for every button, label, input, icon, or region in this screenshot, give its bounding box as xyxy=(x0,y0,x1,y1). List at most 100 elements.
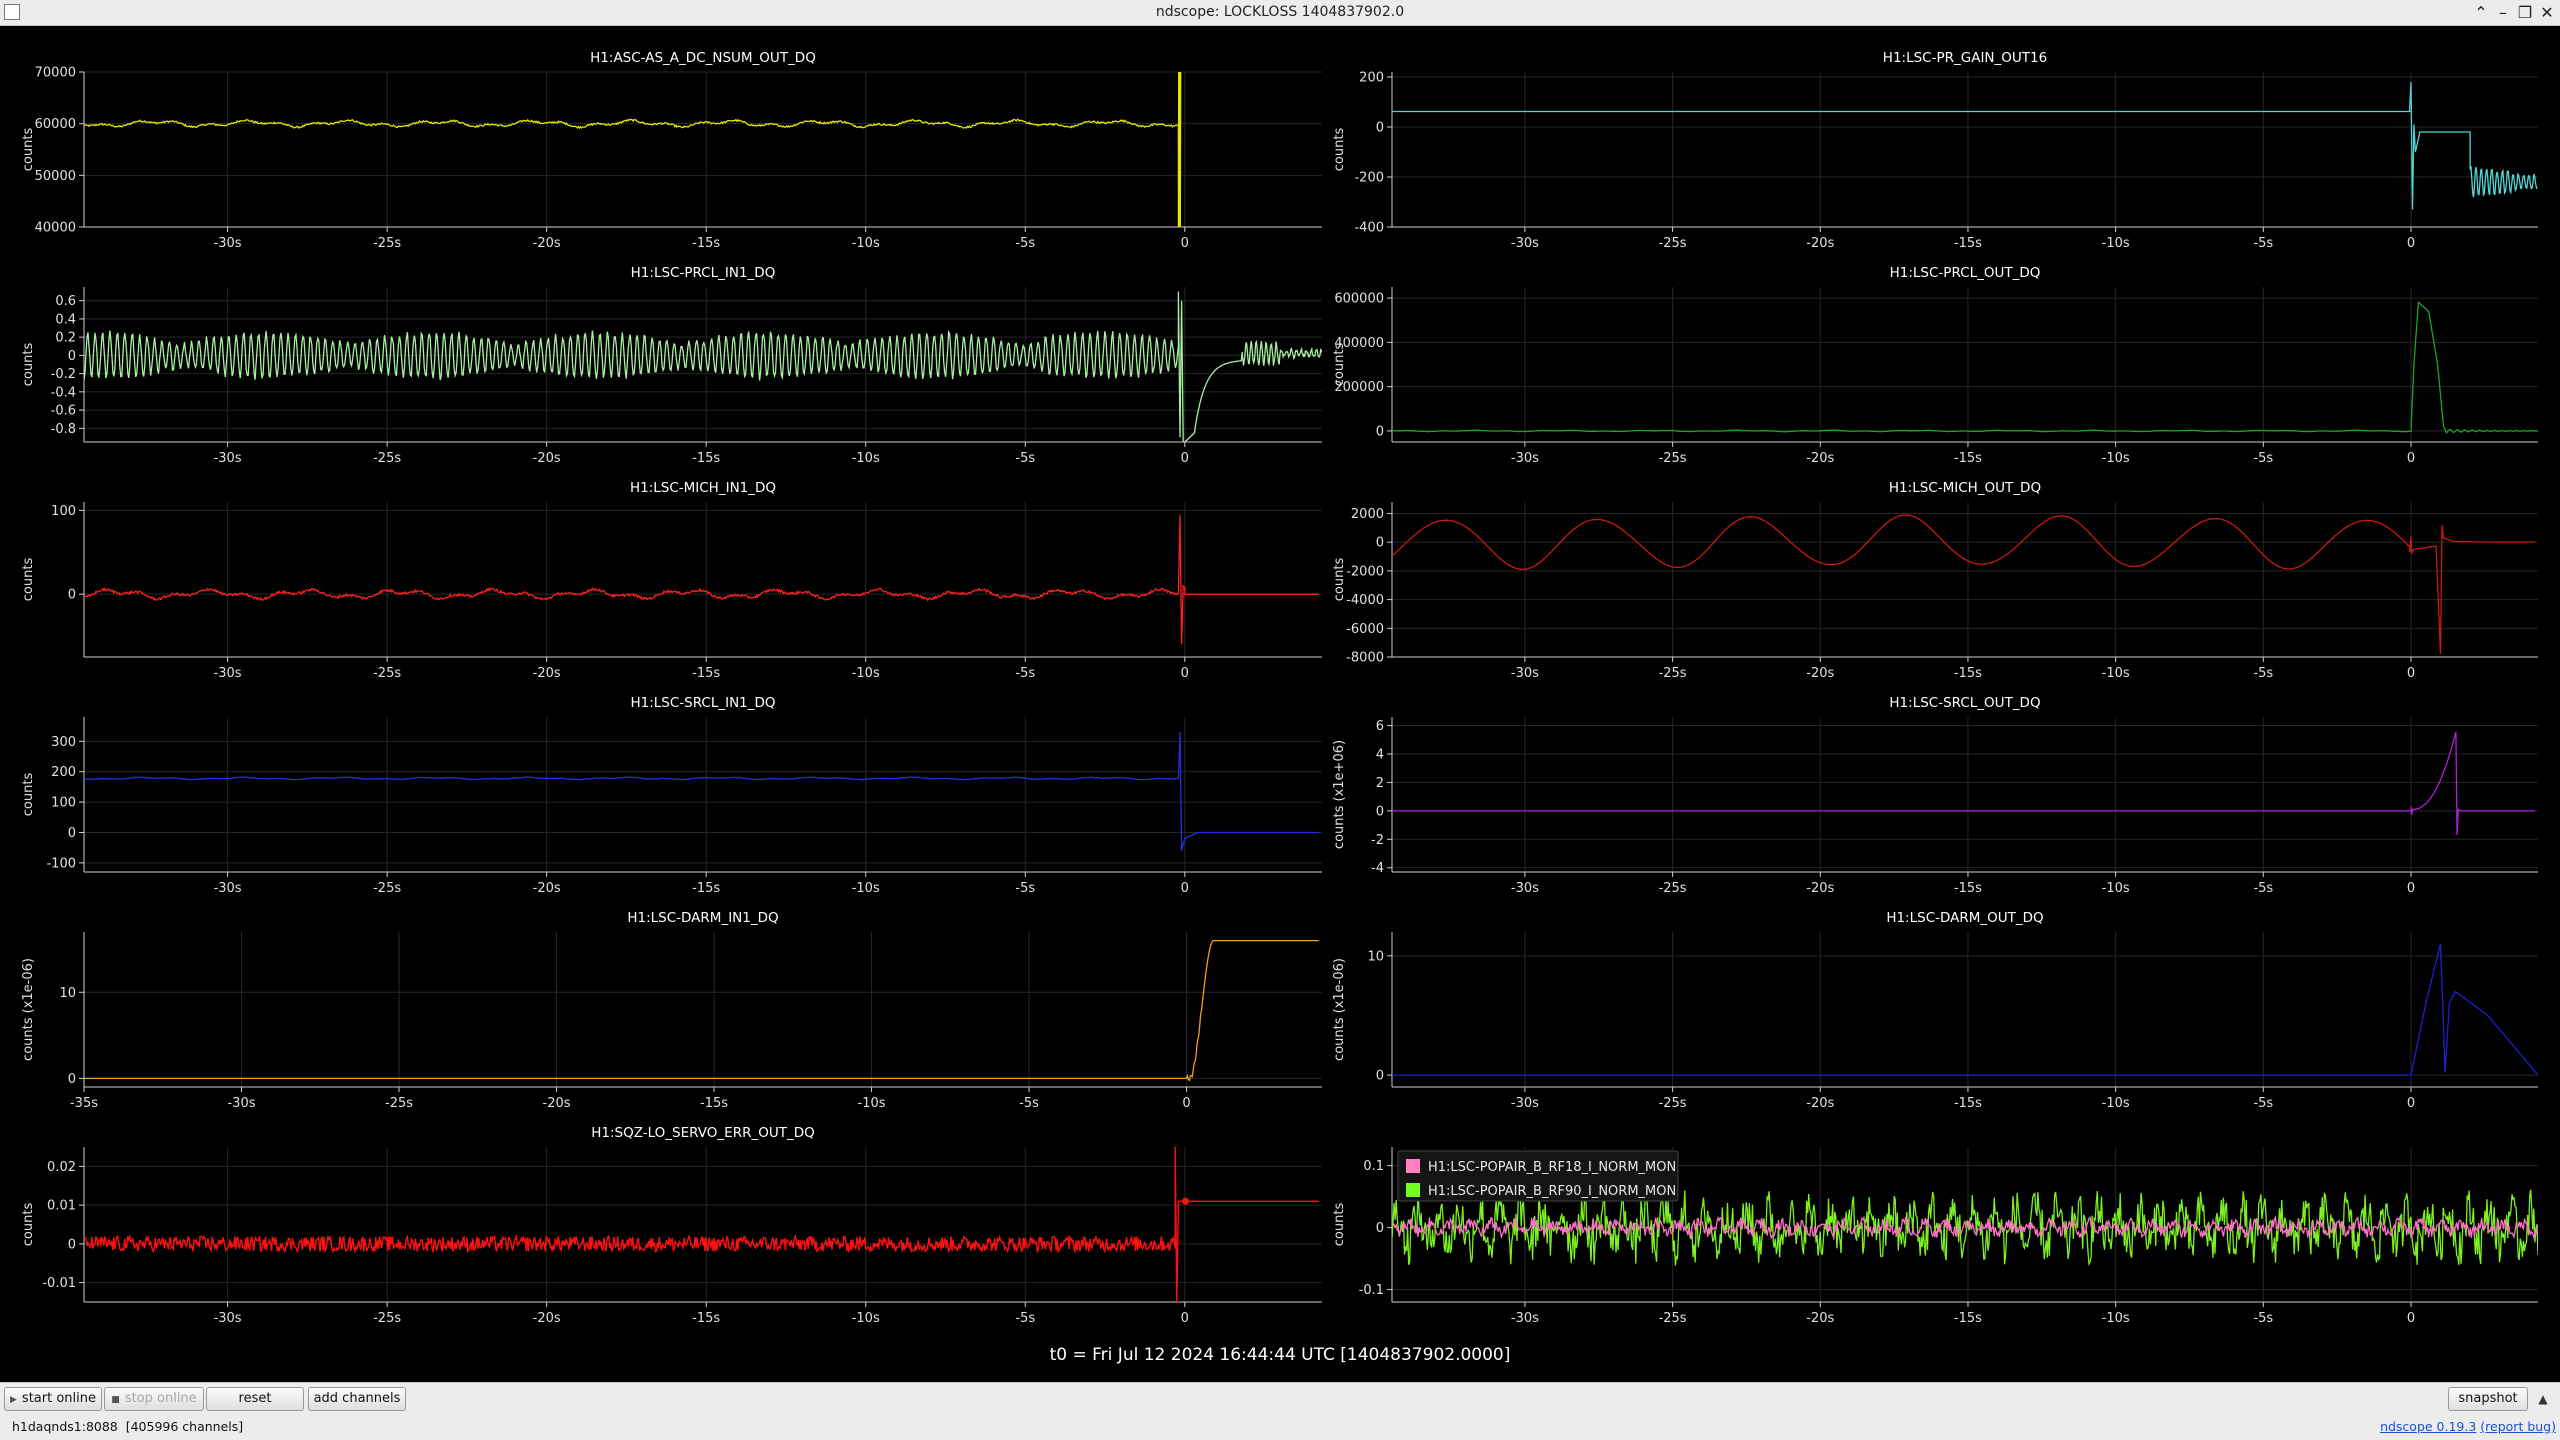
x-tick-label: 0 xyxy=(1181,1311,1189,1326)
x-tick-label: -5s xyxy=(2253,666,2273,681)
trace-group xyxy=(84,514,1319,645)
y-tick-label: -8000 xyxy=(1346,651,1384,666)
y-tick-label: -0.2 xyxy=(51,367,76,382)
y-axis-label: counts xyxy=(21,343,36,387)
add-channels-button[interactable]: add channels xyxy=(308,1387,406,1411)
y-tick-label: 2 xyxy=(1376,776,1384,791)
start-online-button[interactable]: ▶ start online xyxy=(4,1387,102,1411)
y-tick-label: 0.6 xyxy=(55,294,76,309)
window-title: ndscope: LOCKLOSS 1404837902.0 xyxy=(1155,4,1405,20)
t0-label: t0 = Fri Jul 12 2024 16:44:44 UTC [14048… xyxy=(1049,1345,1511,1365)
series-line xyxy=(1392,731,2535,836)
series-line xyxy=(84,291,1322,442)
x-tick-label: -30s xyxy=(1511,1311,1539,1326)
reset-button[interactable]: reset xyxy=(206,1387,304,1411)
plot-panel: -30s -25s -20s -15s -10s -5s 0 -4 -2 0 2 4 6 H1:LSC-S… xyxy=(1332,695,2538,896)
series-line xyxy=(1392,943,2538,1076)
y-tick-label: 0 xyxy=(68,1237,76,1252)
window-maximize-button[interactable]: ❐ xyxy=(2517,3,2533,22)
plot-title: H1:LSC-PRCL_OUT_DQ xyxy=(1890,265,2041,281)
plot-title: H1:ASC-AS_A_DC_NSUM_OUT_DQ xyxy=(590,50,816,66)
title-bar: ndscope: LOCKLOSS 1404837902.0 ⌃ – ❐ ✕ xyxy=(0,0,2560,26)
legend-box xyxy=(1397,1150,1679,1202)
window-shade-button[interactable]: ⌃ xyxy=(2474,3,2488,22)
x-tick-label: 0 xyxy=(2407,451,2415,466)
x-tick-label: -20s xyxy=(533,1311,561,1326)
x-tick-label: 0 xyxy=(2407,881,2415,896)
legend-label: H1:LSC-POPAIR_B_RF18_I_NORM_MON xyxy=(1428,1160,1676,1175)
version-link[interactable]: ndscope 0.19.3 xyxy=(2380,1419,2477,1434)
snapshot-button[interactable]: snapshot xyxy=(2448,1387,2528,1411)
x-tick-label: -10s xyxy=(858,1096,886,1111)
y-tick-label: 4 xyxy=(1376,747,1384,762)
x-tick-label: 0 xyxy=(1181,451,1189,466)
window-close-button[interactable]: ✕ xyxy=(2540,3,2554,22)
x-tick-label: -15s xyxy=(692,666,720,681)
x-tick-label: -30s xyxy=(1511,236,1539,251)
x-tick-label: -30s xyxy=(214,666,242,681)
x-tick-label: -15s xyxy=(700,1096,728,1111)
y-tick-label: 0 xyxy=(68,826,76,841)
plot-title: H1:LSC-SRCL_OUT_DQ xyxy=(1889,695,2040,711)
y-tick-label: 0 xyxy=(68,349,76,364)
y-tick-label: 0 xyxy=(68,1072,76,1087)
x-tick-label: -20s xyxy=(543,1096,571,1111)
y-tick-label: 0 xyxy=(1376,424,1384,439)
x-tick-label: -20s xyxy=(533,236,561,251)
y-axis-label: counts xyxy=(21,773,36,817)
trace-group xyxy=(84,291,1322,442)
y-tick-label: 200 xyxy=(1359,71,1384,86)
x-tick-label: -30s xyxy=(1511,881,1539,896)
plot-panel: -30s -25s -20s -15s -10s -5s 0 0 200000 400000 600… xyxy=(1332,265,2538,466)
y-tick-label: 6 xyxy=(1376,719,1384,734)
y-tick-label: -4 xyxy=(1371,861,1384,876)
x-tick-label: -15s xyxy=(692,1311,720,1326)
y-axis-label: counts (x1e+06) xyxy=(1332,740,1347,849)
x-tick-label: -10s xyxy=(2102,451,2130,466)
x-tick-label: -15s xyxy=(1954,451,1982,466)
expand-up-icon[interactable]: ▲ xyxy=(2538,1392,2548,1406)
x-tick-label: -20s xyxy=(1806,451,1834,466)
x-tick-label: -20s xyxy=(1806,1096,1834,1111)
y-tick-label: 200 xyxy=(51,765,76,780)
plot-title: H1:LSC-PRCL_IN1_DQ xyxy=(631,265,776,281)
plot-grid[interactable]: -30s -25s -20s -15s -10s -5s 04000050000600007… xyxy=(0,26,2560,1382)
series-line xyxy=(84,939,1319,1082)
x-tick-label: 0 xyxy=(1181,881,1189,896)
x-tick-label: -15s xyxy=(692,881,720,896)
x-tick-label: -15s xyxy=(1954,666,1982,681)
y-tick-label: 0.2 xyxy=(55,331,76,346)
status-server: h1daqnds1:8088 [405996 channels] xyxy=(12,1419,243,1434)
plot-panel: -30s -25s -20s -15s -10s -5s 0 -8000 -6000 -4000 -… xyxy=(1332,480,2538,681)
x-tick-label: -25s xyxy=(373,1311,401,1326)
y-tick-label: 0 xyxy=(1376,121,1384,136)
x-tick-label: -20s xyxy=(1806,666,1834,681)
trace-group xyxy=(84,732,1319,851)
plot-title: H1:LSC-MICH_OUT_DQ xyxy=(1889,480,2041,496)
plot-title: H1:LSC-DARM_IN1_DQ xyxy=(627,910,778,926)
y-axis-label: counts xyxy=(21,558,36,602)
x-tick-label: -5s xyxy=(2253,1311,2273,1326)
plot-panel: -30s -25s -20s -15s -10s -5s 0 0 100 H1:LSC-MICH_… xyxy=(21,480,1322,681)
trace-group xyxy=(1392,943,2538,1076)
plot-title: H1:LSC-DARM_OUT_DQ xyxy=(1886,910,2043,926)
x-tick-label: -5s xyxy=(2253,236,2273,251)
report-bug-link[interactable]: (report bug) xyxy=(2480,1419,2556,1434)
y-tick-label: 40000 xyxy=(35,221,76,236)
x-tick-label: -25s xyxy=(385,1096,413,1111)
plot-panel: -35s -30s -25s -20s -15s -10s -5s 0 0 10 H1:LSC-DA… xyxy=(21,910,1322,1111)
window-minimize-button[interactable]: – xyxy=(2499,3,2507,22)
stop-online-button: ■ stop online xyxy=(104,1387,204,1411)
x-tick-label: -25s xyxy=(1659,881,1687,896)
x-tick-label: -25s xyxy=(373,451,401,466)
x-tick-label: -20s xyxy=(1806,881,1834,896)
server-address: h1daqnds1:8088 xyxy=(12,1419,118,1434)
x-tick-label: 0 xyxy=(2407,666,2415,681)
legend: H1:LSC-POPAIR_B_RF18_I_NORM_MON H1:LSC-PO… xyxy=(1397,1150,1679,1202)
x-tick-label: 0 xyxy=(1181,666,1189,681)
legend-label: H1:LSC-POPAIR_B_RF90_I_NORM_MON xyxy=(1428,1184,1676,1199)
trace-group xyxy=(84,1147,1319,1302)
y-tick-label: 0 xyxy=(1376,1069,1384,1084)
x-tick-label: -25s xyxy=(373,666,401,681)
x-tick-label: -10s xyxy=(2102,236,2130,251)
